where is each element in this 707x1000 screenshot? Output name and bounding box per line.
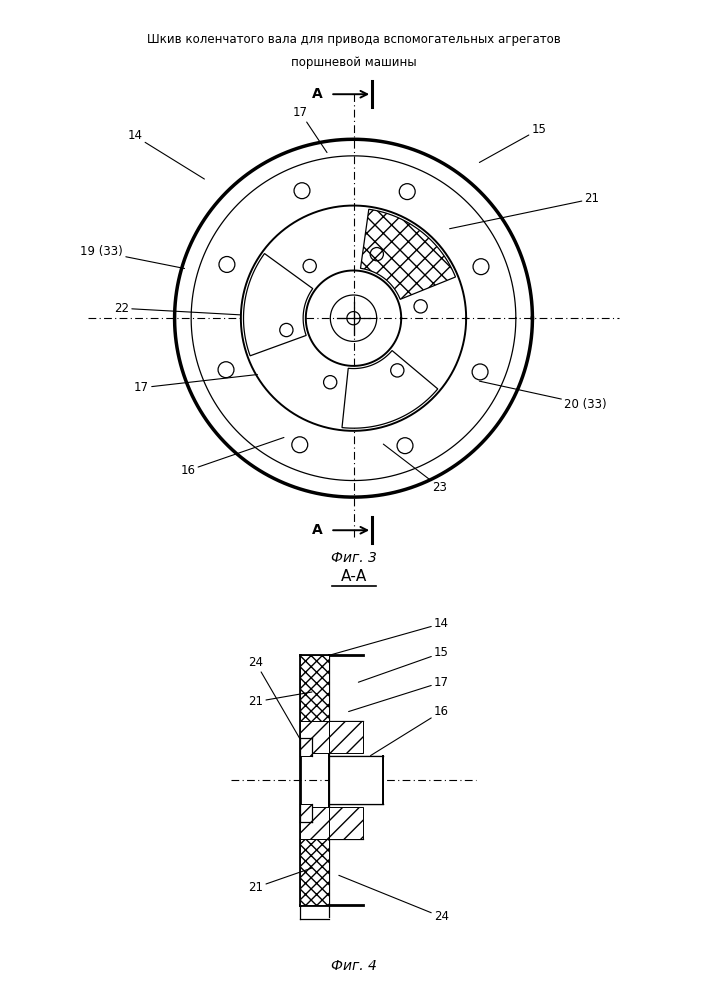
Text: 17: 17 — [134, 375, 257, 394]
Polygon shape — [300, 655, 329, 721]
Text: А-А: А-А — [340, 569, 367, 584]
Text: 17: 17 — [293, 106, 327, 153]
Text: 21: 21 — [248, 868, 312, 894]
Text: Фиг. 4: Фиг. 4 — [331, 959, 376, 973]
Polygon shape — [329, 721, 363, 753]
Text: 23: 23 — [383, 444, 447, 494]
Text: Шкив коленчатого вала для привода вспомогательных агрегатов: Шкив коленчатого вала для привода вспомо… — [146, 33, 561, 46]
Text: 16: 16 — [180, 437, 284, 477]
Text: 24: 24 — [339, 875, 449, 923]
Polygon shape — [300, 807, 329, 839]
Text: 21: 21 — [450, 192, 600, 229]
Text: 16: 16 — [370, 705, 449, 756]
Polygon shape — [300, 738, 312, 756]
Text: 19 (33): 19 (33) — [81, 245, 185, 268]
Polygon shape — [329, 807, 363, 839]
Polygon shape — [329, 756, 382, 804]
Text: 15: 15 — [358, 646, 449, 682]
Text: поршневой машины: поршневой машины — [291, 56, 416, 69]
Polygon shape — [361, 209, 455, 299]
Polygon shape — [300, 804, 312, 822]
Text: А: А — [312, 523, 322, 537]
Text: 24: 24 — [248, 656, 300, 738]
Text: А: А — [312, 87, 322, 101]
Text: 15: 15 — [479, 123, 547, 162]
Text: 17: 17 — [349, 676, 449, 712]
Text: 20 (33): 20 (33) — [479, 381, 607, 411]
Polygon shape — [342, 351, 438, 428]
Polygon shape — [300, 839, 329, 905]
Text: Фиг. 3: Фиг. 3 — [331, 551, 376, 565]
Polygon shape — [300, 721, 329, 753]
Text: 22: 22 — [114, 302, 241, 315]
Text: 21: 21 — [248, 692, 312, 708]
Polygon shape — [243, 254, 312, 356]
Text: 14: 14 — [329, 617, 449, 655]
Text: 14: 14 — [127, 129, 204, 179]
